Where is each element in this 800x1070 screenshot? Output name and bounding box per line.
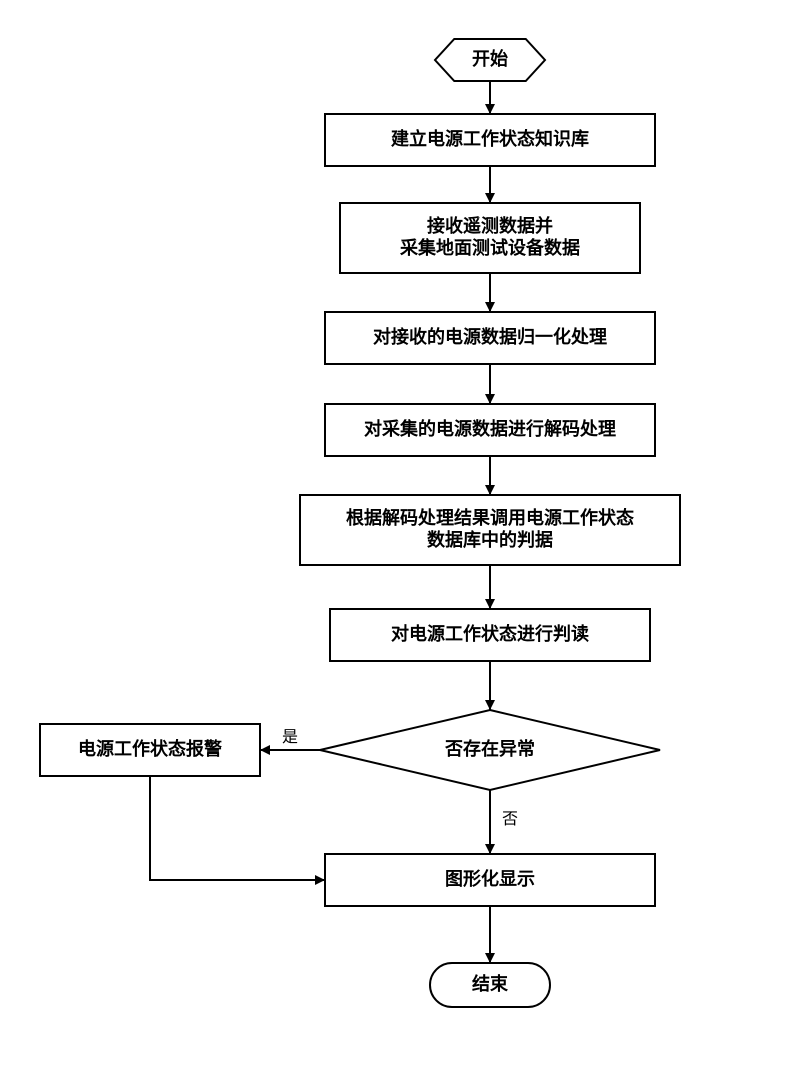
node-n5: 根据解码处理结果调用电源工作状态数据库中的判据 [300, 495, 680, 565]
node-start-text: 开始 [472, 48, 508, 69]
node-n4-text: 对采集的电源数据进行解码处理 [364, 418, 616, 439]
node-n3: 对接收的电源数据归一化处理 [325, 312, 655, 364]
node-display: 图形化显示 [325, 854, 655, 906]
node-alarm-text: 电源工作状态报警 [78, 738, 222, 759]
edge-9 [150, 776, 325, 880]
node-n6: 对电源工作状态进行判读 [330, 609, 650, 661]
edge-7-label: 否 [502, 811, 518, 828]
node-n2: 接收遥测数据并采集地面测试设备数据 [340, 203, 640, 273]
node-n6-text: 对电源工作状态进行判读 [391, 623, 589, 644]
node-n2-text: 采集地面测试设备数据 [399, 237, 580, 258]
node-n5-text: 根据解码处理结果调用电源工作状态 [346, 507, 634, 528]
node-n3-text: 对接收的电源数据归一化处理 [373, 326, 607, 347]
node-end-text: 结束 [472, 973, 509, 994]
node-n1: 建立电源工作状态知识库 [325, 114, 655, 166]
node-dec: 否存在异常 [320, 710, 660, 790]
node-end: 结束 [430, 963, 550, 1007]
node-n2-text: 接收遥测数据并 [427, 215, 553, 236]
edge-8-label: 是 [282, 729, 298, 746]
node-n4: 对采集的电源数据进行解码处理 [325, 404, 655, 456]
node-dec-text: 否存在异常 [444, 738, 535, 759]
node-start: 开始 [435, 39, 545, 81]
node-n1-text: 建立电源工作状态知识库 [391, 128, 589, 149]
node-display-text: 图形化显示 [445, 868, 535, 889]
node-alarm: 电源工作状态报警 [40, 724, 260, 776]
node-n5-text: 数据库中的判据 [427, 529, 553, 550]
